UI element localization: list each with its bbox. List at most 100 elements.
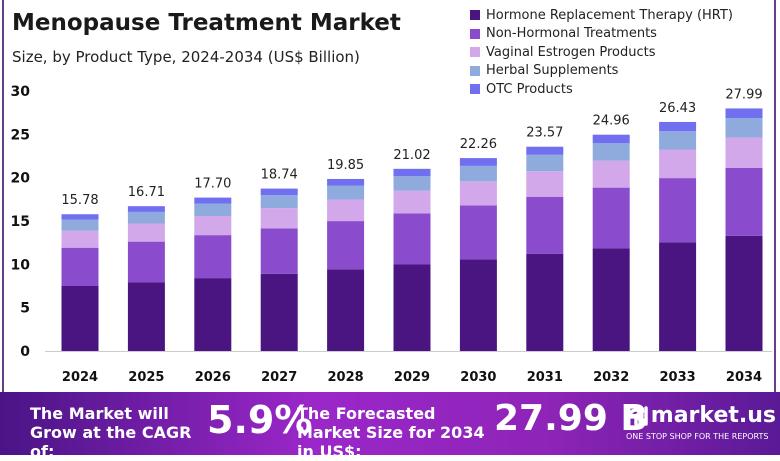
bar-segment bbox=[260, 228, 298, 274]
bar-segment bbox=[592, 134, 630, 144]
forecast-label: The Forecasted Market Size for 2034 in U… bbox=[297, 404, 485, 461]
total-label: 18.74 bbox=[261, 168, 298, 183]
y-tick-label: 25 bbox=[11, 127, 30, 143]
bar-segment bbox=[393, 176, 431, 191]
bar-segment bbox=[526, 154, 564, 172]
bar-segment bbox=[592, 187, 630, 249]
legend-item: Herbal Supplements bbox=[470, 62, 733, 81]
legend-label: Non-Hormonal Treatments bbox=[486, 26, 657, 42]
total-label: 27.99 bbox=[725, 87, 762, 102]
y-tick-label: 20 bbox=[11, 171, 31, 187]
legend-item: Hormone Replacement Therapy (HRT) bbox=[470, 6, 733, 25]
bar-segment bbox=[393, 264, 431, 351]
x-tick-label: 2027 bbox=[261, 370, 297, 385]
legend: Hormone Replacement Therapy (HRT) Non-Hor… bbox=[470, 6, 733, 99]
y-tick-label: 30 bbox=[11, 84, 31, 100]
bar-segment bbox=[459, 259, 497, 351]
chart-frame bbox=[2, 0, 776, 392]
market-us-logo: market.us ONE STOP SHOP FOR THE REPORTS bbox=[626, 400, 776, 442]
bar-segment bbox=[61, 214, 99, 220]
bar-segment bbox=[327, 221, 365, 270]
x-tick-label: 2026 bbox=[195, 370, 231, 385]
x-tick-label: 2028 bbox=[328, 370, 364, 385]
bar-segment bbox=[127, 241, 165, 283]
bar-segment bbox=[127, 223, 165, 242]
legend-item: OTC Products bbox=[470, 80, 733, 99]
logo-row: market.us bbox=[626, 400, 776, 430]
bar-segment bbox=[61, 230, 99, 248]
y-tick-label: 5 bbox=[20, 301, 30, 317]
bar-segment bbox=[194, 203, 232, 216]
bar-segment bbox=[725, 167, 763, 236]
legend-label: Hormone Replacement Therapy (HRT) bbox=[486, 7, 733, 23]
logo-icon bbox=[628, 406, 648, 426]
total-label: 16.71 bbox=[128, 185, 165, 200]
legend-label: OTC Products bbox=[486, 81, 573, 97]
legend-swatch bbox=[470, 10, 480, 21]
bar-segment bbox=[260, 208, 298, 229]
total-label: 21.02 bbox=[393, 148, 430, 163]
y-tick-label: 0 bbox=[20, 344, 30, 360]
bar-segment bbox=[725, 118, 763, 138]
bar-segment bbox=[127, 206, 165, 212]
total-label: 19.85 bbox=[327, 158, 364, 173]
x-tick-label: 2031 bbox=[527, 370, 563, 385]
brand-name: market.us bbox=[650, 402, 776, 428]
chart-title: Menopause Treatment Market bbox=[12, 10, 401, 36]
bar-segment bbox=[194, 215, 232, 236]
bar-segment bbox=[526, 146, 564, 155]
legend-item: Vaginal Estrogen Products bbox=[470, 43, 733, 62]
bar-segment bbox=[459, 165, 497, 182]
bar-segment bbox=[127, 282, 165, 351]
bar-segment bbox=[659, 178, 697, 243]
legend-label: Vaginal Estrogen Products bbox=[486, 44, 656, 60]
bar-segment bbox=[725, 235, 763, 351]
chart-subtitle: Size, by Product Type, 2024-2034 (US$ Bi… bbox=[12, 48, 360, 66]
x-tick-label: 2034 bbox=[726, 370, 762, 385]
cagr-label: The Market will Grow at the CAGR of: bbox=[30, 404, 192, 461]
bar-segment bbox=[393, 190, 431, 214]
bar-segment bbox=[194, 235, 232, 279]
bar-segment bbox=[526, 253, 564, 351]
bar-segment bbox=[659, 131, 697, 150]
bar-segment bbox=[327, 269, 365, 351]
cagr-value: 5.9% bbox=[207, 398, 313, 442]
bar-segment bbox=[459, 158, 497, 166]
bar-segment bbox=[61, 247, 99, 286]
x-tick-label: 2029 bbox=[394, 370, 430, 385]
bar-segment bbox=[459, 205, 497, 260]
bar-segment bbox=[260, 195, 298, 209]
bar-segment bbox=[592, 248, 630, 351]
x-tick-label: 2030 bbox=[460, 370, 496, 385]
y-tick-label: 15 bbox=[11, 214, 30, 230]
bar-segment bbox=[61, 286, 99, 351]
bar-segment bbox=[659, 242, 697, 351]
bar-segment bbox=[592, 160, 630, 188]
total-label: 22.26 bbox=[460, 137, 497, 152]
total-label: 23.57 bbox=[526, 126, 563, 141]
bar-segment bbox=[659, 149, 697, 179]
legend-swatch bbox=[470, 28, 480, 39]
brand-tagline: ONE STOP SHOP FOR THE REPORTS bbox=[626, 432, 769, 441]
bar-segment bbox=[327, 199, 365, 222]
bar-segment bbox=[194, 197, 232, 204]
bar-segment bbox=[393, 213, 431, 265]
bar-segment bbox=[526, 171, 564, 197]
bar-segment bbox=[725, 137, 763, 168]
legend-swatch bbox=[470, 84, 480, 95]
total-label: 17.70 bbox=[194, 177, 231, 192]
bar-segment bbox=[393, 168, 431, 177]
bar-segment bbox=[659, 121, 697, 132]
summary-banner: The Market will Grow at the CAGR of: 5.9… bbox=[0, 392, 780, 461]
bar-segment bbox=[459, 181, 497, 206]
bar-segment bbox=[592, 143, 630, 161]
legend-label: Herbal Supplements bbox=[486, 63, 619, 79]
bar-segment bbox=[260, 273, 298, 351]
x-tick-label: 2024 bbox=[62, 370, 98, 385]
bar-segment bbox=[327, 185, 365, 200]
x-tick-label: 2025 bbox=[128, 370, 164, 385]
bar-segment bbox=[327, 178, 365, 186]
forecast-value: 27.99 B bbox=[494, 398, 648, 439]
legend-swatch bbox=[470, 47, 480, 58]
bar-segment bbox=[194, 278, 232, 351]
